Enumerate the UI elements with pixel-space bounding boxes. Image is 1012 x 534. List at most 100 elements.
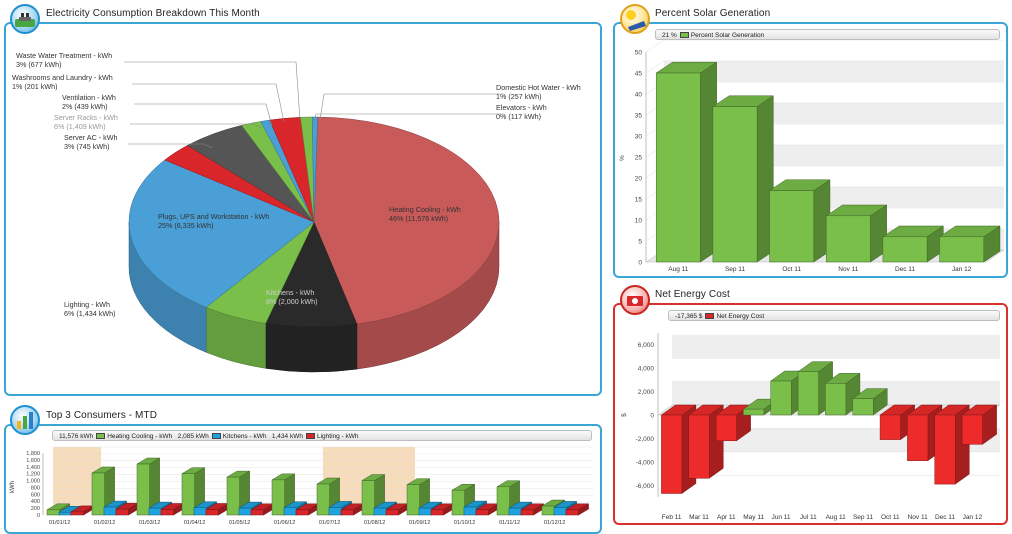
cost-legend: -17,365 $ Net Energy Cost — [668, 310, 1000, 321]
bar-front — [373, 507, 387, 516]
bar-front — [463, 506, 477, 516]
pie-leader-line — [128, 143, 213, 149]
x-tick-label: 01/04/12 — [184, 520, 205, 526]
legend-swatch — [679, 32, 689, 38]
bar-front — [385, 509, 399, 516]
pie-label-name: Server Racks - kWh — [54, 113, 118, 122]
y-tick-label: 400 — [31, 499, 40, 505]
x-tick-label: 01/01/12 — [49, 520, 70, 526]
x-tick-label: May 11 — [743, 514, 764, 521]
pie-label-name: Domestic Hot Water - kWh — [496, 83, 581, 92]
pie-leader-line — [313, 113, 504, 123]
top3-legend-name-1: Kitchens - kWh — [222, 433, 267, 440]
bar-front — [712, 106, 758, 263]
bar-front — [475, 509, 489, 516]
top3-bar — [520, 503, 545, 516]
top3-legend-name-0: Heating Cooling - kWh — [107, 433, 173, 440]
x-tick-label: 01/07/12 — [319, 520, 340, 526]
pie-label-value: 1% (201 kWh) — [12, 82, 58, 91]
pie-leader-line — [132, 83, 285, 123]
pie-panel-title: Electricity Consumption Breakdown This M… — [46, 8, 260, 19]
y-axis-label: % — [619, 155, 626, 161]
y-tick-label: 15 — [635, 197, 643, 204]
x-tick-label: Jan 12 — [952, 266, 972, 273]
legend-swatch — [705, 313, 715, 319]
pie-slice — [265, 221, 358, 328]
y-axis-label: $ — [621, 413, 628, 417]
y-tick-label: -2,000 — [636, 436, 655, 443]
y-tick-label: 10 — [635, 218, 643, 225]
pie-label-name: Lighting - kWh — [64, 300, 110, 309]
bar-front — [91, 472, 105, 516]
bar-front — [181, 473, 195, 516]
cost-legend-name: Net Energy Cost — [716, 313, 765, 320]
bar-front — [205, 509, 219, 516]
top3-bar — [475, 503, 500, 516]
x-tick-label: 01/06/12 — [274, 520, 295, 526]
bar-front — [688, 414, 710, 479]
x-tick-label: Jul 11 — [800, 514, 817, 521]
top3-legend-value-0: 11,576 kWh — [59, 433, 94, 440]
bar-front — [553, 507, 567, 516]
x-tick-label: Nov 11 — [838, 266, 858, 273]
bar-front — [939, 236, 985, 263]
pie-label-value: 2% (439 kWh) — [62, 102, 108, 111]
y-tick-label: 0 — [37, 513, 40, 519]
y-tick-label: 600 — [31, 492, 40, 498]
x-tick-label: 01/02/12 — [94, 520, 115, 526]
y-tick-label: -4,000 — [636, 459, 655, 466]
x-tick-label: Sep 11 — [725, 266, 746, 273]
bar-front — [103, 506, 117, 516]
bar-front — [160, 509, 174, 516]
y-tick-label: 50 — [635, 50, 643, 57]
bar-front — [961, 414, 983, 445]
x-tick-label: Jan 12 — [963, 514, 983, 521]
x-tick-label: 01/11/12 — [499, 520, 520, 526]
bar-front — [430, 509, 444, 516]
x-tick-label: Apr 11 — [717, 514, 736, 521]
top3-legend-value-2: 1,434 kWh — [271, 433, 303, 440]
bar-front — [340, 509, 354, 516]
pie-label-name: Ventilation - kWh — [62, 93, 116, 102]
bar-front — [879, 414, 901, 440]
top3-bar — [340, 503, 365, 516]
x-tick-label: Aug 11 — [668, 266, 689, 273]
pie-leader-line — [130, 123, 263, 129]
y-tick-label: 45 — [635, 71, 643, 78]
y-tick-label: 800 — [31, 485, 40, 491]
solar-legend: 21 % Percent Solar Generation — [655, 29, 1000, 40]
top3-bar — [430, 503, 455, 516]
bar-front — [743, 408, 765, 416]
pie-label-value: 1% (257 kWh) — [496, 92, 542, 101]
y-tick-label: -6,000 — [636, 483, 655, 490]
bar-front — [541, 505, 555, 516]
y-tick-label: 20 — [635, 176, 643, 183]
x-tick-label: 01/05/12 — [229, 520, 250, 526]
bar-front — [520, 509, 534, 516]
solar-bar — [825, 204, 888, 263]
bar-front — [508, 507, 522, 516]
pie-label-value: 25% (6,335 kWh) — [158, 221, 214, 230]
bar-front — [283, 507, 297, 516]
y-tick-label: 40 — [635, 92, 643, 99]
bar-front — [770, 380, 792, 416]
grid-band — [672, 334, 1000, 359]
pie-label-name: Kitchens - kWh — [266, 288, 314, 297]
y-tick-label: 1,600 — [26, 458, 40, 464]
solar-legend-value: 21 % — [662, 32, 677, 39]
y-axis-label: kWh — [10, 481, 16, 493]
x-tick-label: Oct 11 — [881, 514, 900, 521]
bar-front — [361, 480, 375, 516]
pie-slice — [128, 159, 315, 308]
pie-label-name: Plugs, UPS and Workstation - kWh — [158, 212, 269, 221]
cost-bar — [851, 388, 889, 416]
bar-front — [496, 486, 510, 516]
pie-leader-line — [134, 103, 273, 127]
x-tick-label: Dec 11 — [935, 514, 955, 521]
y-tick-label: 1,200 — [26, 472, 40, 478]
bar-front — [328, 507, 342, 516]
grid-line — [645, 40, 665, 53]
cost-legend-value: -17,365 $ — [675, 313, 703, 320]
cost-bar — [961, 404, 998, 445]
pie-label-value: 6% (1,434 kWh) — [64, 309, 116, 318]
